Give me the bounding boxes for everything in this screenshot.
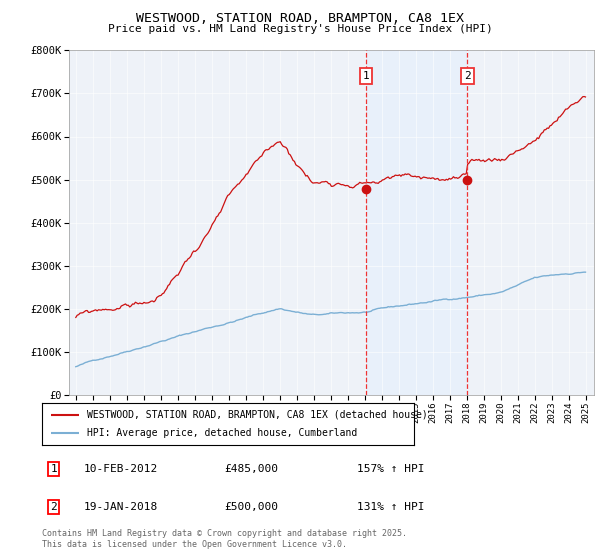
Text: 1: 1 xyxy=(50,464,57,474)
Text: 2: 2 xyxy=(50,502,57,512)
Text: 157% ↑ HPI: 157% ↑ HPI xyxy=(356,464,424,474)
Text: HPI: Average price, detached house, Cumberland: HPI: Average price, detached house, Cumb… xyxy=(86,428,357,438)
Text: £485,000: £485,000 xyxy=(224,464,278,474)
Text: Price paid vs. HM Land Registry's House Price Index (HPI): Price paid vs. HM Land Registry's House … xyxy=(107,24,493,34)
Text: Contains HM Land Registry data © Crown copyright and database right 2025.
This d: Contains HM Land Registry data © Crown c… xyxy=(42,529,407,549)
Bar xyxy=(367,50,467,395)
Text: WESTWOOD, STATION ROAD, BRAMPTON, CA8 1EX: WESTWOOD, STATION ROAD, BRAMPTON, CA8 1E… xyxy=(136,12,464,25)
Text: 2: 2 xyxy=(464,71,471,81)
Text: £500,000: £500,000 xyxy=(224,502,278,512)
Text: 19-JAN-2018: 19-JAN-2018 xyxy=(83,502,158,512)
Text: 1: 1 xyxy=(363,71,370,81)
Text: 10-FEB-2012: 10-FEB-2012 xyxy=(83,464,158,474)
Text: WESTWOOD, STATION ROAD, BRAMPTON, CA8 1EX (detached house): WESTWOOD, STATION ROAD, BRAMPTON, CA8 1E… xyxy=(86,409,427,419)
Text: 131% ↑ HPI: 131% ↑ HPI xyxy=(356,502,424,512)
